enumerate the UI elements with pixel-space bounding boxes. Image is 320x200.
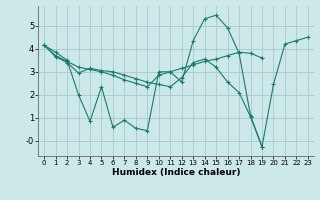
X-axis label: Humidex (Indice chaleur): Humidex (Indice chaleur) xyxy=(112,168,240,177)
